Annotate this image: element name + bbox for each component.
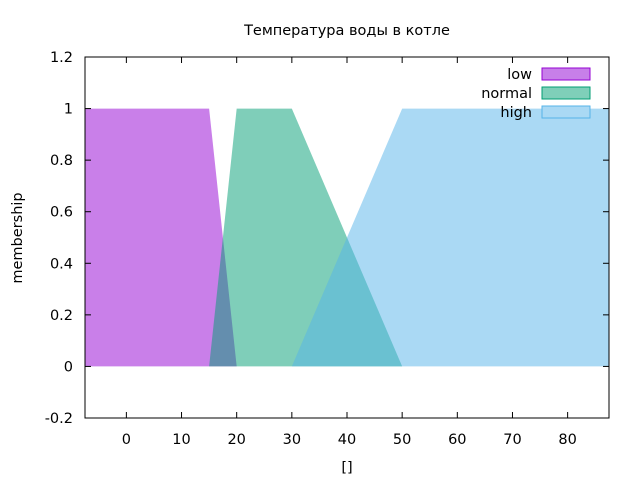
series-fills	[85, 108, 609, 367]
x-axis-label: []	[341, 460, 352, 476]
legend-label-normal: normal	[481, 86, 532, 102]
x-tick-label: 60	[448, 432, 466, 448]
x-tick-label: 80	[558, 432, 576, 448]
y-axis-label: membership	[10, 192, 26, 283]
y-tick-label: 0.6	[50, 205, 73, 221]
legend: low normal high	[481, 67, 591, 121]
series-area-high	[291, 108, 609, 367]
x-axis-ticks: 0 10 20 30 40 50 60 70 80	[122, 57, 577, 448]
y-tick-label: 1	[64, 102, 73, 118]
y-tick-label: 0.4	[50, 256, 73, 272]
y-tick-label: 0	[64, 359, 73, 375]
legend-swatch-low	[541, 67, 591, 81]
x-tick-label: 70	[503, 432, 521, 448]
x-tick-label: 0	[122, 432, 131, 448]
x-tick-label: 10	[172, 432, 190, 448]
y-tick-label: 0.2	[50, 308, 73, 324]
chart-title: Температура воды в котле	[243, 23, 450, 39]
y-tick-label: 0.8	[50, 153, 73, 169]
y-tick-label: 1.2	[50, 50, 73, 66]
x-tick-label: 30	[283, 432, 301, 448]
y-tick-label: -0.2	[45, 411, 73, 427]
legend-label-high: high	[500, 105, 532, 121]
legend-swatch-normal	[541, 86, 591, 100]
x-tick-label: 40	[338, 432, 356, 448]
y-axis-ticks: -0.2 0 0.2 0.4 0.6 0.8 1 1.2	[45, 50, 609, 427]
legend-swatch-high	[541, 105, 591, 119]
x-tick-label: 20	[227, 432, 245, 448]
x-tick-label: 50	[393, 432, 411, 448]
legend-label-low: low	[507, 67, 532, 83]
series-area-low	[85, 108, 237, 367]
